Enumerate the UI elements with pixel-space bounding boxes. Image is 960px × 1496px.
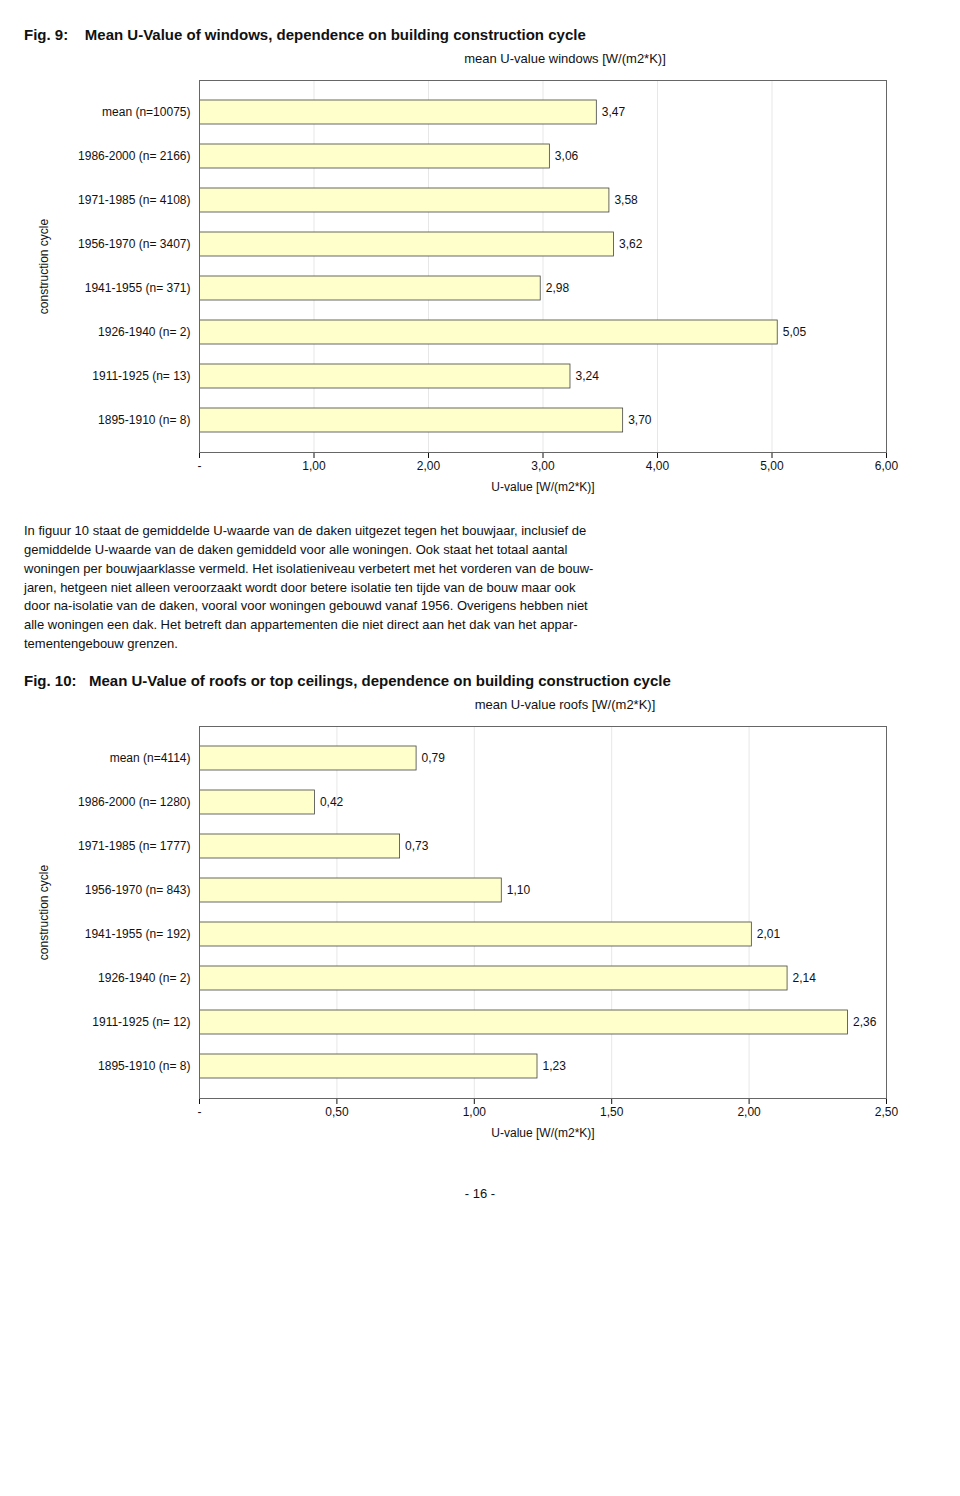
svg-text:3,47: 3,47 <box>602 105 626 119</box>
svg-text:construction cycle: construction cycle <box>37 218 51 314</box>
svg-text:2,00: 2,00 <box>737 1105 761 1119</box>
svg-text:1911-1925 (n= 12): 1911-1925 (n= 12) <box>92 1015 190 1029</box>
svg-text:5,05: 5,05 <box>783 325 807 339</box>
html-text:- 16 -: - 16 - <box>464 1185 496 1201</box>
svg-text:6,00: 6,00 <box>875 459 899 473</box>
svg-text:1926-1940 (n= 2): 1926-1940 (n= 2) <box>98 971 190 985</box>
svg-text:2,01: 2,01 <box>757 927 781 941</box>
svg-text:-: - <box>198 459 202 473</box>
svg-text:-: - <box>198 1105 202 1119</box>
svg-text:1895-1910 (n= 8): 1895-1910 (n= 8) <box>98 413 190 427</box>
svg-text:2,36: 2,36 <box>853 1015 877 1029</box>
svg-text:0,50: 0,50 <box>325 1105 349 1119</box>
svg-text:1971-1985 (n= 4108): 1971-1985 (n= 4108) <box>78 193 190 207</box>
svg-text:1971-1985 (n= 1777): 1971-1985 (n= 1777) <box>78 839 190 853</box>
svg-text:U-value [W/(m2*K)]: U-value [W/(m2*K)] <box>491 1125 594 1139</box>
svg-text:1956-1970 (n= 843): 1956-1970 (n= 843) <box>85 883 191 897</box>
svg-text:2,00: 2,00 <box>417 459 441 473</box>
svg-text:1986-2000 (n= 1280): 1986-2000 (n= 1280) <box>78 795 190 809</box>
svg-text:1,23: 1,23 <box>543 1059 567 1073</box>
svg-text:5,00: 5,00 <box>760 459 784 473</box>
svg-text:0,42: 0,42 <box>320 795 344 809</box>
svg-text:1926-1940 (n= 2): 1926-1940 (n= 2) <box>98 325 190 339</box>
html-text:Fig. 9: Mean U-Value of window: Fig. 9: Mean U-Value of windows, depende… <box>24 26 586 43</box>
svg-text:3,70: 3,70 <box>628 413 652 427</box>
html-text:mean U-value windows [W/(m2*K): mean U-value windows [W/(m2*K)] <box>464 51 666 66</box>
svg-text:1,00: 1,00 <box>463 1105 487 1119</box>
svg-text:1941-1955 (n= 371): 1941-1955 (n= 371) <box>85 281 191 295</box>
svg-text:2,50: 2,50 <box>875 1105 899 1119</box>
svg-text:1,10: 1,10 <box>507 883 531 897</box>
svg-text:0,79: 0,79 <box>422 751 446 765</box>
html-text:Fig. 10: Mean U-Value of roofs: Fig. 10: Mean U-Value of roofs or top ce… <box>24 671 671 689</box>
svg-text:1,50: 1,50 <box>600 1105 624 1119</box>
svg-text:0,73: 0,73 <box>405 839 429 853</box>
svg-text:3,24: 3,24 <box>575 369 599 383</box>
svg-text:3,00: 3,00 <box>531 459 555 473</box>
svg-text:1911-1925 (n= 13): 1911-1925 (n= 13) <box>92 369 190 383</box>
svg-text:2,98: 2,98 <box>546 281 570 295</box>
svg-text:construction cycle: construction cycle <box>37 864 51 960</box>
svg-text:mean (n=10075): mean (n=10075) <box>102 105 190 119</box>
svg-text:3,62: 3,62 <box>619 237 643 251</box>
svg-text:1986-2000 (n= 2166): 1986-2000 (n= 2166) <box>78 149 190 163</box>
html-text:In figuur 10 staat de gemiddel: In figuur 10 staat de gemiddelde U-waard… <box>24 523 594 652</box>
svg-text:U-value [W/(m2*K)]: U-value [W/(m2*K)] <box>491 480 594 494</box>
svg-text:3,06: 3,06 <box>555 149 579 163</box>
svg-text:1,00: 1,00 <box>302 459 326 473</box>
svg-text:1941-1955 (n= 192): 1941-1955 (n= 192) <box>85 927 191 941</box>
svg-text:1956-1970 (n= 3407): 1956-1970 (n= 3407) <box>78 237 190 251</box>
svg-text:mean (n=4114): mean (n=4114) <box>110 751 191 765</box>
html-text:mean U-value roofs [W/(m2*K)]: mean U-value roofs [W/(m2*K)] <box>474 696 656 712</box>
svg-text:1895-1910 (n= 8): 1895-1910 (n= 8) <box>98 1059 190 1073</box>
svg-text:3,58: 3,58 <box>614 193 638 207</box>
svg-text:4,00: 4,00 <box>646 459 670 473</box>
svg-text:2,14: 2,14 <box>793 971 817 985</box>
